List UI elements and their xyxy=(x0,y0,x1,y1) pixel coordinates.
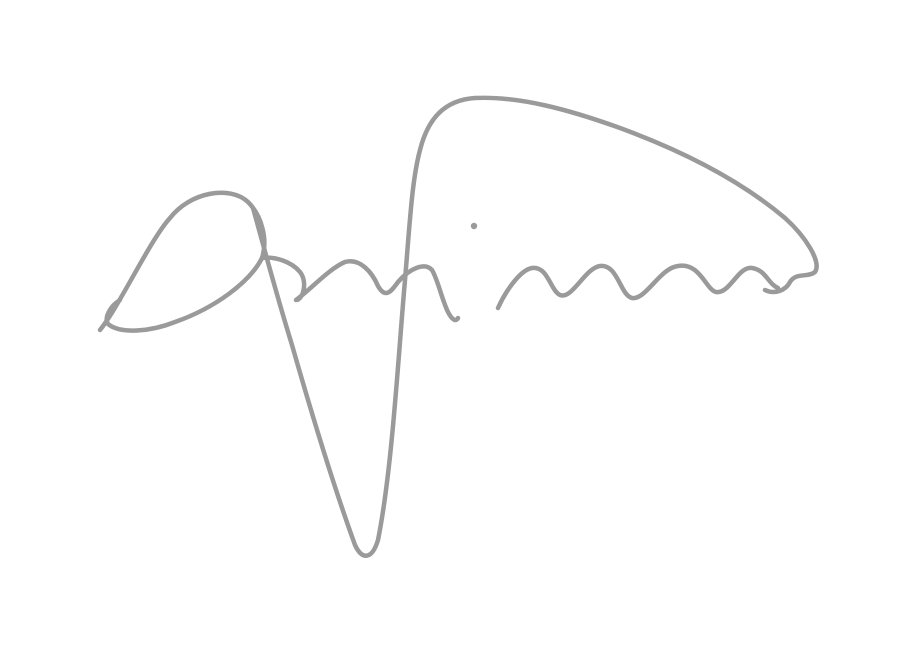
signature-dot xyxy=(470,222,478,230)
signature-stroke-middle-letters xyxy=(259,255,461,323)
signature-stroke-trailing-humps xyxy=(495,263,781,311)
signature-stroke-initial-loop xyxy=(97,190,267,333)
signature-stroke-descender xyxy=(250,95,819,558)
